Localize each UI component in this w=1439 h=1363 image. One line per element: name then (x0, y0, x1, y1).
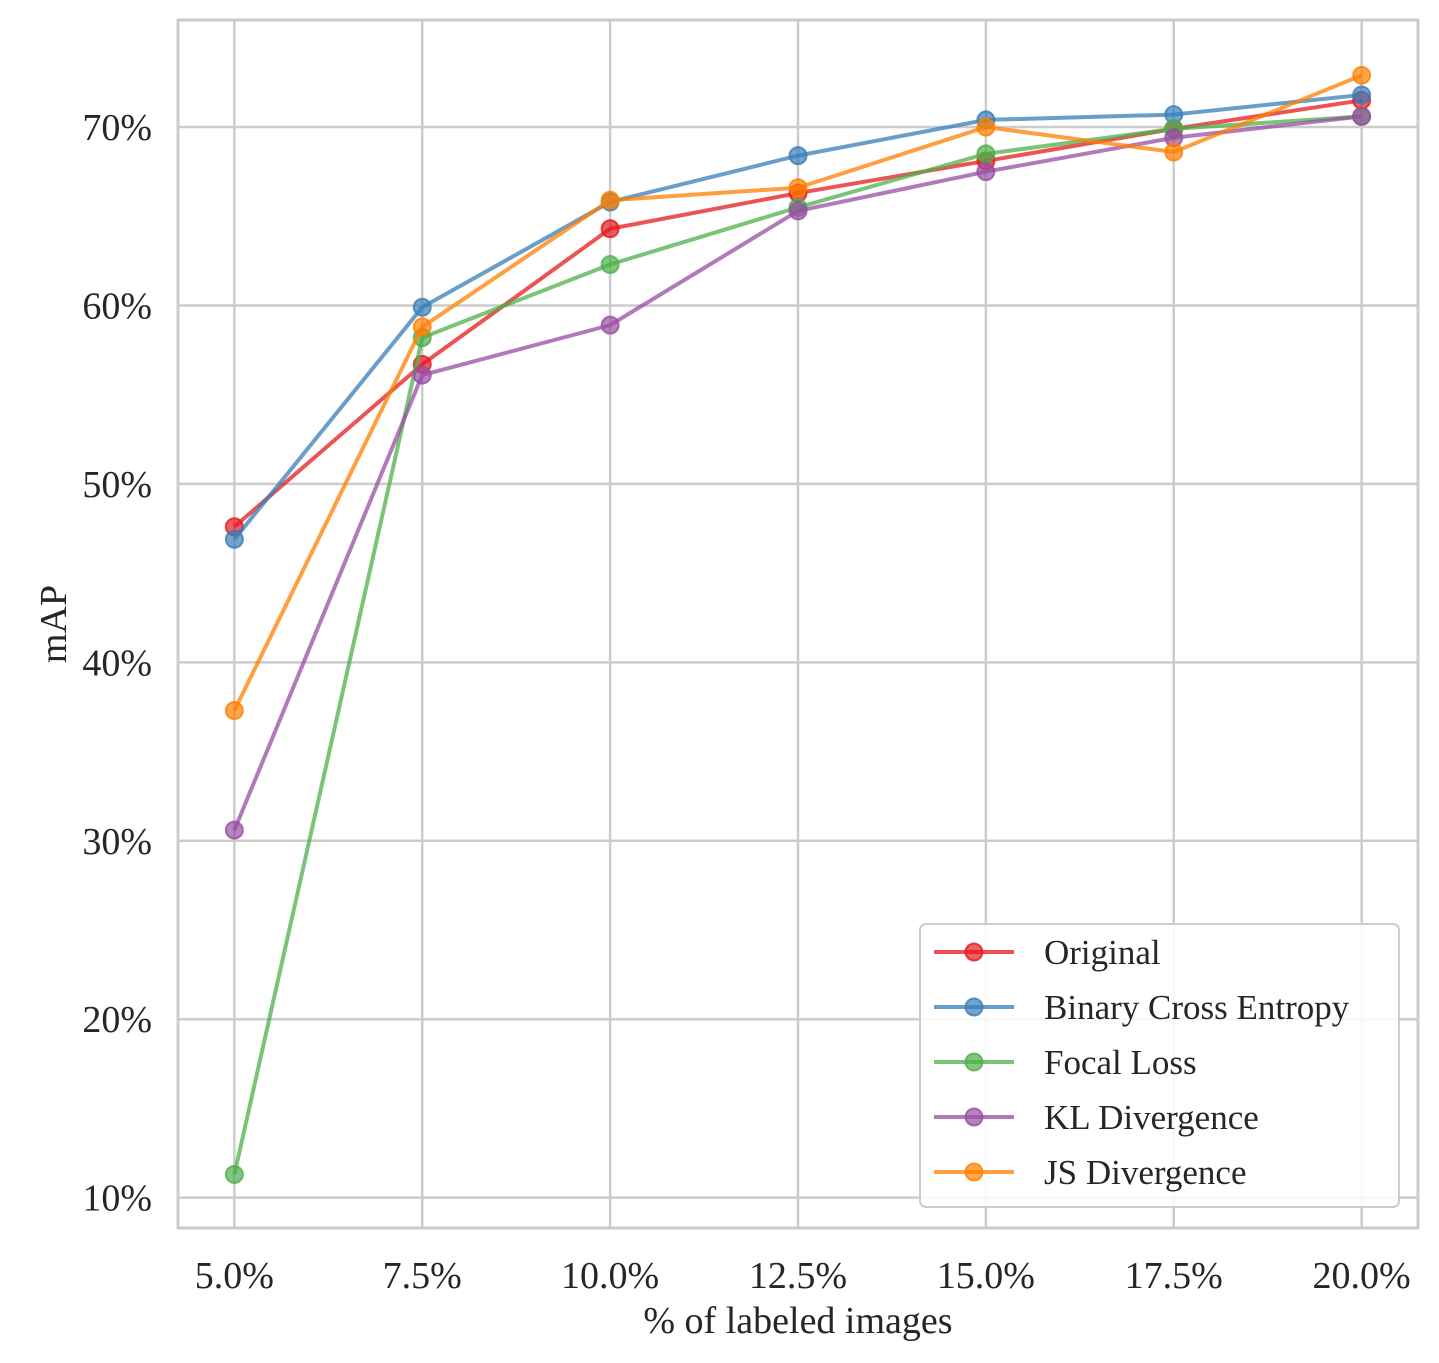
data-point (788, 201, 808, 221)
x-tick-label: 20.0% (1313, 1255, 1411, 1297)
data-point (224, 1164, 244, 1184)
y-tick-label: 70% (82, 107, 152, 149)
legend-item: Original (934, 933, 1161, 972)
x-tick-label: 17.5% (1125, 1255, 1223, 1297)
y-tick-label: 40% (82, 642, 152, 684)
y-axis-title: mAP (33, 585, 75, 663)
data-point (1352, 65, 1372, 85)
legend-label: Binary Cross Entropy (1044, 988, 1350, 1027)
data-point (600, 315, 620, 335)
data-point (976, 117, 996, 137)
data-point (224, 820, 244, 840)
y-tick-label: 10% (82, 1178, 152, 1220)
y-tick-label: 20% (82, 999, 152, 1041)
data-point (224, 529, 244, 549)
data-point (600, 219, 620, 239)
data-point (788, 146, 808, 166)
legend-label: JS Divergence (1044, 1153, 1247, 1192)
data-point (412, 365, 432, 385)
y-tick-label: 60% (82, 285, 152, 327)
data-point (224, 701, 244, 721)
legend-label: Original (1044, 933, 1161, 972)
legend-swatch-marker (964, 997, 984, 1017)
y-tick-label: 50% (82, 464, 152, 506)
data-point (1164, 142, 1184, 162)
legend-swatch-marker (964, 1162, 984, 1182)
legend-label: Focal Loss (1044, 1043, 1197, 1082)
x-axis-ticks: 5.0% 7.5% 10.0% 12.5% 15.0% 17.5% 20.0% (195, 1255, 1411, 1297)
data-point (412, 297, 432, 317)
legend-swatch-marker (964, 1052, 984, 1072)
plot-frame (176, 18, 1420, 1230)
x-tick-label: 12.5% (749, 1255, 847, 1297)
legend: Original Binary Cross Entropy Focal Loss KL… (919, 923, 1400, 1208)
y-axis-ticks: 10% 20% 30% 40% 50% 60% 70% (82, 107, 152, 1220)
data-point (600, 254, 620, 274)
series-4 (224, 65, 1372, 721)
legend-box (919, 923, 1400, 1208)
x-tick-label: 10.0% (561, 1255, 659, 1297)
data-point (1352, 85, 1372, 105)
data-point (976, 162, 996, 182)
legend-item: KL Divergence (934, 1098, 1259, 1137)
x-tick-label: 5.0% (195, 1255, 274, 1297)
legend-swatch-marker (964, 942, 984, 962)
series-3 (224, 106, 1372, 840)
y-tick-label: 30% (82, 821, 152, 863)
legend-swatch-marker (964, 1107, 984, 1127)
data-point (788, 178, 808, 198)
legend-item: Binary Cross Entropy (934, 988, 1350, 1027)
series-layer (224, 65, 1372, 1184)
data-point (976, 144, 996, 164)
x-axis-title: % of labeled images (643, 1300, 952, 1342)
data-point (600, 190, 620, 210)
legend-item: Focal Loss (934, 1043, 1197, 1082)
x-tick-label: 15.0% (937, 1255, 1035, 1297)
x-tick-label: 7.5% (383, 1255, 462, 1297)
legend-label: KL Divergence (1044, 1098, 1259, 1137)
data-point (412, 317, 432, 337)
legend-item: JS Divergence (934, 1153, 1247, 1192)
data-point (1352, 106, 1372, 126)
